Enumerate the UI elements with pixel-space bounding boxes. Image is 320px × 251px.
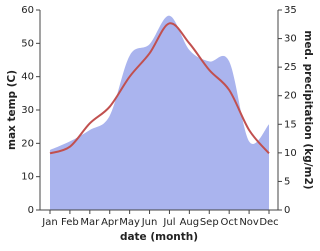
- y-tick-label: 0: [28, 205, 34, 216]
- y2-tick-label: 35: [284, 5, 297, 16]
- x-tick-label: May: [119, 217, 140, 228]
- y2-tick-label: 15: [284, 119, 297, 130]
- y2-tick-label: 20: [284, 91, 297, 102]
- x-tick-label: Apr: [101, 217, 119, 228]
- x-tick-label: Jun: [141, 217, 158, 228]
- x-tick-label: Jul: [162, 217, 175, 228]
- y2-tick-label: 30: [284, 34, 297, 45]
- x-tick-label: Nov: [239, 217, 259, 228]
- y2-tick-label: 0: [284, 205, 290, 216]
- y-tick-label: 10: [21, 172, 34, 183]
- x-tick-label: Sep: [200, 217, 219, 228]
- x-tick-label: Dec: [259, 217, 278, 228]
- y-tick-label: 20: [21, 138, 34, 149]
- y2-tick-label: 10: [284, 148, 297, 159]
- x-tick-label: Feb: [61, 217, 79, 228]
- x-tick-label: Jan: [41, 217, 57, 228]
- y-tick-label: 40: [21, 72, 34, 83]
- y2-tick-label: 5: [284, 176, 290, 187]
- x-tick-label: Mar: [80, 217, 100, 228]
- x-tick-label: Aug: [180, 217, 200, 228]
- x-tick-label: Oct: [221, 217, 238, 228]
- y-tick-label: 60: [21, 5, 34, 16]
- precipitation-area: [50, 15, 269, 211]
- x-axis-title: date (month): [120, 231, 198, 243]
- y2-axis-title: med. precipitation (kg/m2): [302, 30, 314, 189]
- y-tick-label: 30: [21, 105, 34, 116]
- temperature-line: [49, 22, 270, 155]
- y-tick-label: 50: [21, 38, 34, 49]
- chart: date (month) max temp (C) med. precipita…: [6, 5, 314, 243]
- y-axis-title: max temp (C): [6, 70, 18, 150]
- y2-tick-label: 25: [284, 62, 297, 73]
